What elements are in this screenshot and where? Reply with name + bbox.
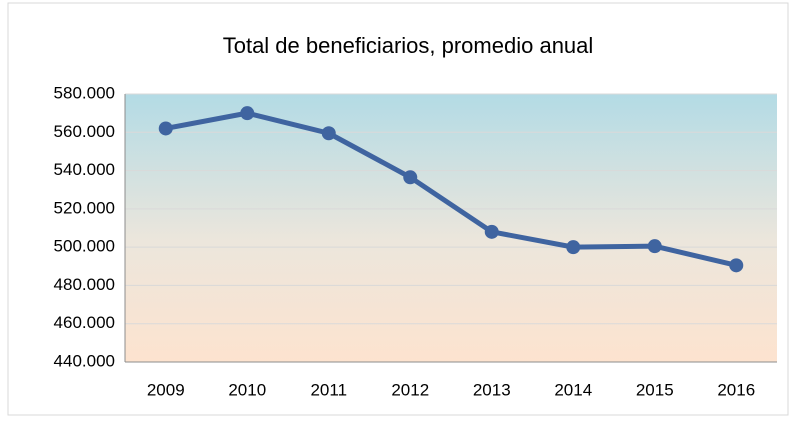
y-tick-label: 580.000 [54, 83, 115, 102]
x-tick-label: 2009 [147, 380, 185, 399]
chart-title: Total de beneficiarios, promedio anual [223, 33, 594, 58]
x-tick-label: 2015 [636, 380, 674, 399]
y-tick-label: 500.000 [54, 237, 115, 256]
x-tick-label: 2016 [717, 380, 755, 399]
data-point [647, 239, 662, 254]
x-tick-label: 2012 [391, 380, 429, 399]
data-point [403, 170, 418, 185]
data-point [729, 258, 744, 273]
x-tick-label: 2014 [554, 380, 592, 399]
y-tick-label: 460.000 [54, 313, 115, 332]
plot-area [125, 94, 777, 362]
data-point [321, 126, 336, 141]
x-tick-label: 2010 [228, 380, 266, 399]
y-tick-label: 520.000 [54, 198, 115, 217]
y-tick-label: 540.000 [54, 160, 115, 179]
series-line [165, 110, 737, 268]
x-tick-label: 2011 [310, 380, 347, 399]
y-tick-label: 560.000 [54, 122, 115, 141]
y-tick-label: 440.000 [54, 351, 115, 370]
y-tick-label: 480.000 [54, 275, 115, 294]
data-point [158, 121, 173, 136]
data-point [566, 240, 581, 255]
data-point [484, 224, 499, 239]
x-tick-label: 2013 [473, 380, 511, 399]
data-point [240, 106, 255, 121]
